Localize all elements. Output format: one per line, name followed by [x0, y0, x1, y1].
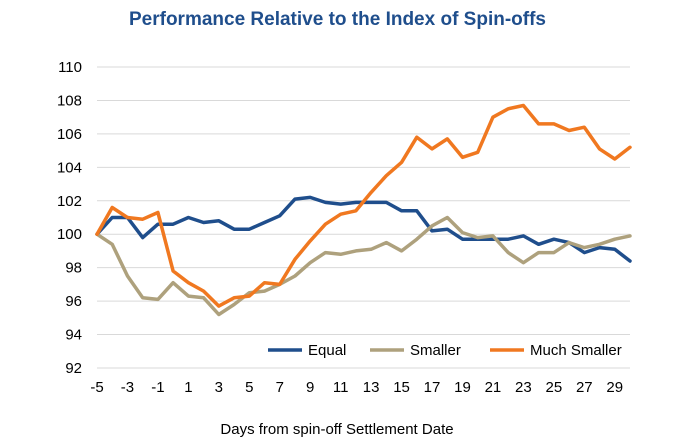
x-tick-label: -1 [151, 379, 164, 396]
x-tick-label: 15 [393, 379, 410, 396]
x-tick-label: 19 [454, 379, 471, 396]
y-tick-label: 104 [57, 159, 82, 176]
legend-label: Smaller [410, 342, 461, 359]
y-tick-label: 106 [57, 126, 82, 143]
x-tick-label: 17 [424, 379, 441, 396]
legend-label: Equal [308, 342, 346, 359]
x-tick-label: 21 [485, 379, 502, 396]
legend-label: Much Smaller [530, 342, 622, 359]
x-tick-label: 11 [333, 379, 349, 396]
x-tick-label: 5 [245, 379, 253, 396]
x-tick-label: 7 [276, 379, 284, 396]
x-tick-label: -5 [90, 379, 103, 396]
series-line-much-smaller [95, 103, 632, 308]
x-tick-label: 3 [215, 379, 223, 396]
x-tick-label: 1 [184, 379, 192, 396]
x-tick-label: 13 [363, 379, 380, 396]
x-tick-label: 9 [306, 379, 314, 396]
x-axis-label: Days from spin-off Settlement Date [220, 421, 453, 438]
y-tick-label: 92 [65, 360, 82, 377]
y-tick-label: 110 [58, 59, 82, 76]
y-tick-label: 96 [65, 293, 82, 310]
y-tick-label: 100 [57, 226, 82, 243]
series-line-smaller [95, 215, 632, 317]
chart-title: Performance Relative to the Index of Spi… [128, 9, 547, 30]
y-tick-label: 98 [65, 260, 82, 277]
x-tick-label: 23 [515, 379, 532, 396]
x-tick-label: 29 [606, 379, 623, 396]
y-tick-label: 108 [57, 92, 82, 109]
y-tick-label: 102 [57, 193, 82, 210]
x-tick-label: 27 [576, 379, 593, 396]
y-tick-label: 94 [65, 327, 82, 344]
x-tick-label: 25 [546, 379, 563, 396]
x-tick-label: -3 [121, 379, 134, 396]
